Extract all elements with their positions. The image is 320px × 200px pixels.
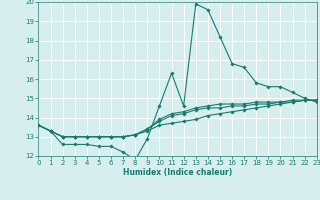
X-axis label: Humidex (Indice chaleur): Humidex (Indice chaleur) xyxy=(123,168,232,177)
